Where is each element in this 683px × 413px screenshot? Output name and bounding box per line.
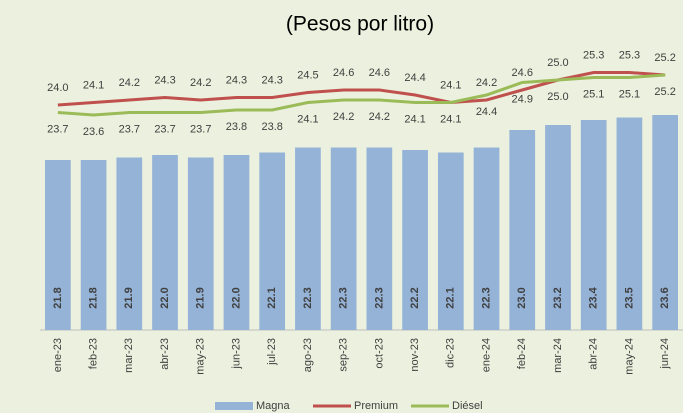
bar — [80, 160, 107, 330]
line-label: 24.3 — [154, 74, 175, 86]
line-label: 24.6 — [333, 67, 354, 79]
bar-label: 22.3 — [373, 287, 385, 308]
line-label: 25.1 — [583, 88, 604, 100]
bar-label: 23.4 — [588, 286, 600, 308]
line — [57, 73, 666, 117]
x-tick-label: sep-23 — [338, 338, 350, 372]
bar-label: 22.1 — [266, 287, 278, 308]
x-tick-label: abr-23 — [159, 338, 171, 370]
line-label: 25.2 — [654, 86, 675, 98]
bar — [437, 152, 464, 330]
legend-label: Diésel — [452, 400, 483, 412]
line-label: 24.2 — [369, 111, 390, 123]
line-label: 23.7 — [119, 123, 140, 135]
x-tick-label: jul-23 — [266, 338, 278, 366]
line-label: 25.2 — [654, 52, 675, 64]
x-tick-label: may-24 — [623, 338, 635, 375]
x-tick-label: jun-24 — [659, 338, 671, 370]
line-label: 24.2 — [119, 77, 140, 89]
x-tick-label: may-23 — [195, 338, 207, 375]
bar — [223, 155, 250, 330]
legend-label: Premium — [354, 400, 398, 412]
bar — [259, 152, 286, 330]
bar — [330, 147, 357, 330]
line-label: 24.4 — [404, 72, 425, 84]
line-label: 24.9 — [512, 93, 533, 105]
bar-label: 23.5 — [623, 287, 635, 308]
line-label: 24.3 — [226, 74, 247, 86]
bar — [652, 115, 678, 330]
bar — [473, 147, 500, 330]
line-label: 24.1 — [404, 113, 425, 125]
x-tick-label: feb-24 — [516, 338, 528, 369]
bar-label: 23.2 — [552, 287, 564, 308]
line-label: 25.3 — [619, 49, 640, 61]
x-tick-label: nov-23 — [409, 338, 421, 372]
x-tick-label: mar-23 — [123, 338, 135, 373]
bar — [45, 160, 71, 330]
bar-label: 21.8 — [87, 287, 99, 308]
bar-label: 22.3 — [338, 287, 350, 308]
bar — [509, 130, 536, 330]
x-tick-label: ene-23 — [52, 338, 64, 372]
bar-label: 21.8 — [52, 287, 64, 308]
bar-label: 23.6 — [659, 287, 671, 308]
bar-label: 22.2 — [409, 287, 421, 308]
line-label: 24.1 — [83, 79, 104, 91]
x-tick-label: jun-23 — [230, 338, 242, 370]
line-label: 23.7 — [47, 123, 68, 135]
legend-label: Magna — [256, 400, 291, 412]
bar — [152, 155, 178, 330]
bar-label: 22.0 — [159, 287, 171, 308]
line-label: 24.1 — [440, 79, 461, 91]
bar — [116, 157, 143, 330]
bar-label: 22.0 — [230, 287, 242, 308]
line-label: 23.8 — [261, 121, 282, 133]
line-label: 23.7 — [154, 123, 175, 135]
line-label: 24.2 — [190, 77, 211, 89]
line-label: 24.1 — [440, 113, 461, 125]
line-label: 24.1 — [297, 113, 318, 125]
line-label: 24.4 — [476, 106, 497, 118]
line-label: 24.0 — [47, 82, 68, 94]
line-label: 23.6 — [83, 126, 104, 138]
line-label: 24.2 — [333, 111, 354, 123]
line-label: 25.1 — [619, 88, 640, 100]
legend-swatch — [215, 402, 253, 410]
bar — [545, 125, 571, 330]
line-label: 24.6 — [369, 67, 390, 79]
bar — [366, 147, 393, 330]
line-label: 24.6 — [512, 67, 533, 79]
line-label: 24.2 — [476, 77, 497, 89]
x-tick-label: ene-24 — [480, 338, 492, 372]
bar-label: 21.9 — [195, 287, 207, 308]
x-tick-label: oct-23 — [373, 338, 385, 369]
line-label: 24.5 — [297, 69, 318, 81]
x-tick-label: ago-23 — [302, 338, 314, 372]
bar — [402, 150, 428, 330]
line-label: 24.3 — [261, 74, 282, 86]
x-tick-label: feb-23 — [87, 338, 99, 369]
chart-title: (Pesos por litro) — [286, 13, 434, 36]
x-tick-label: mar-24 — [552, 338, 564, 373]
bar — [295, 147, 321, 330]
line-label: 25.3 — [583, 49, 604, 61]
x-tick-label: dic-23 — [445, 338, 457, 368]
bar — [187, 157, 214, 330]
line-label: 25.0 — [547, 91, 568, 103]
bar-label: 22.1 — [445, 287, 457, 308]
bar-label: 22.3 — [302, 287, 314, 308]
x-tick-label: abr-24 — [588, 338, 600, 370]
bar-label: 22.3 — [480, 287, 492, 308]
bar-label: 21.9 — [123, 287, 135, 308]
bar — [580, 120, 607, 330]
line-label: 25.0 — [547, 57, 568, 69]
bar — [616, 117, 643, 330]
line-label: 23.8 — [226, 121, 247, 133]
bar-label: 23.0 — [516, 287, 528, 308]
line-label: 23.7 — [190, 123, 211, 135]
